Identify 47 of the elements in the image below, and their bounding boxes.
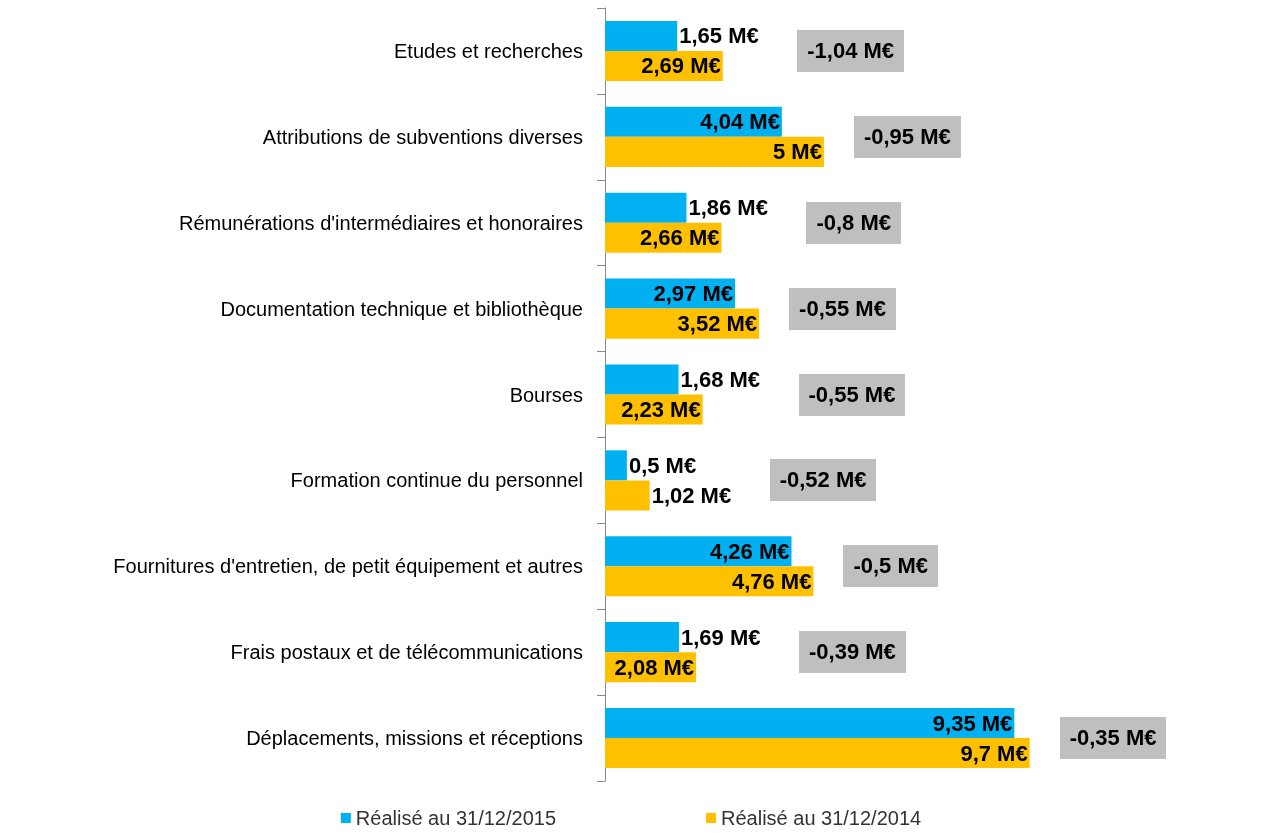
annotation: -0,8 M€: [806, 201, 902, 244]
y-tick-label: Déplacements, missions et réceptions: [246, 727, 583, 750]
text: -0,35 M€: [1059, 717, 1167, 760]
bar: [605, 20, 678, 51]
data-label: 1,02 M€: [651, 482, 732, 508]
data-label: 4,26 M€: [710, 538, 790, 564]
data-label: 2,23 M€: [621, 397, 701, 423]
y-tick-label: Formation continue du personnel: [290, 469, 583, 492]
bar: [605, 136, 824, 167]
bar: [605, 707, 1015, 739]
y-tick-label: Frais postaux et de télécommunications: [230, 641, 583, 664]
data-label: 4,04 M€: [700, 109, 780, 135]
bar: [605, 480, 650, 511]
y-tick-label: Documentation technique et bibliothèque: [220, 297, 583, 320]
annotation: -0,52 M€: [769, 459, 877, 502]
legend-label: Réalisé au 31/12/2015: [355, 807, 556, 829]
bar: [605, 622, 679, 653]
legend-label: Réalisé au 31/12/2014: [721, 807, 922, 829]
bar: [605, 364, 679, 395]
y-tick-label: Attributions de subventions diverses: [262, 125, 583, 148]
data-label: 2,69 M€: [641, 53, 721, 79]
data-label: 3,52 M€: [677, 311, 758, 337]
y-tick-label: Fournitures d'entretien, de petit équipement et autres: [113, 555, 583, 578]
data-label: 9,35 M€: [932, 710, 1013, 736]
annotation: -0,55 M€: [798, 373, 906, 416]
data-label: 5 M€: [772, 139, 822, 165]
y-tick-label: Etudes et recherches: [394, 39, 583, 62]
bar: [605, 450, 627, 481]
data-label: 2,97 M€: [653, 281, 734, 307]
data-label: 1,68 M€: [680, 366, 761, 392]
data-label: 9,7 M€: [960, 740, 1028, 766]
data-label: 2,66 M€: [639, 225, 720, 251]
annotation: -0,55 M€: [789, 287, 896, 330]
data-label: 0,5 M€: [628, 452, 697, 478]
data-label: 2,08 M€: [614, 654, 695, 680]
annotation: -0,5 M€: [843, 545, 938, 588]
data-label: 1,69 M€: [680, 624, 761, 650]
annotation: -1,04 M€: [797, 29, 905, 72]
bar: [605, 738, 1030, 769]
y-tick-label: Rémunérations d'intermédiaires et honoraires: [178, 211, 583, 234]
y-tick-label: Bourses: [509, 383, 583, 406]
data-label: 1,86 M€: [688, 195, 768, 221]
annotation: -0,39 M€: [798, 631, 906, 674]
bar: [605, 192, 687, 223]
data-label: 1,65 M€: [679, 23, 759, 49]
data-label: 4,76 M€: [731, 568, 812, 594]
annotation: -0,95 M€: [853, 115, 961, 158]
